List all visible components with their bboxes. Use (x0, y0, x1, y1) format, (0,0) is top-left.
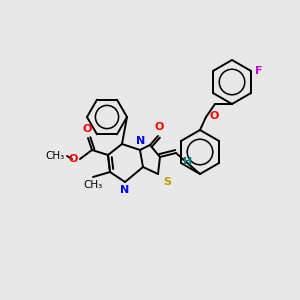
Text: CH₃: CH₃ (46, 151, 65, 161)
Text: O: O (82, 124, 92, 134)
Text: N: N (120, 185, 130, 195)
Text: F: F (255, 66, 262, 76)
Text: O: O (154, 122, 164, 132)
Text: O: O (209, 111, 218, 121)
Text: CH₃: CH₃ (83, 180, 103, 190)
Text: H: H (183, 157, 192, 167)
Text: S: S (163, 177, 171, 187)
Text: N: N (136, 136, 146, 146)
Text: O: O (69, 154, 78, 164)
